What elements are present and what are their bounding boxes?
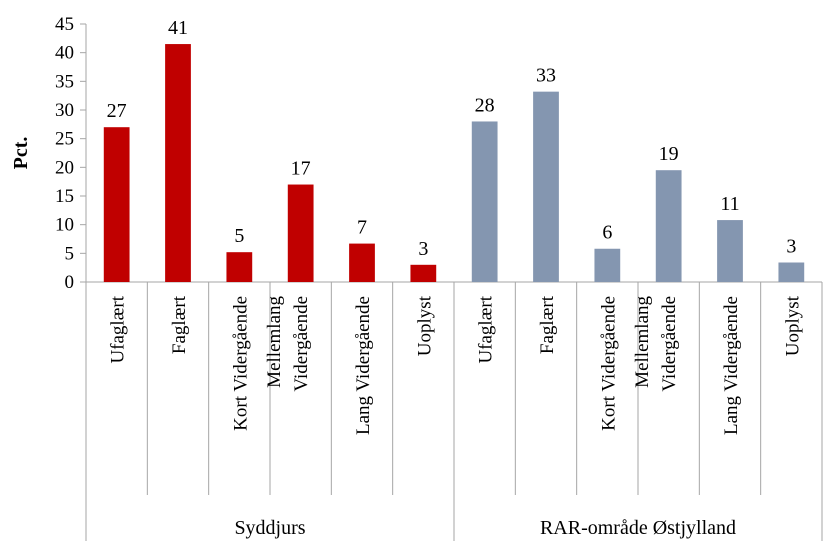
data-label: 3 [418,238,428,260]
data-label: 19 [659,143,679,165]
bar [717,220,743,282]
y-tick-label: 35 [55,71,74,92]
data-label: 5 [234,225,244,247]
bar [165,44,191,282]
bar [594,248,621,282]
data-label: 28 [475,94,495,116]
chart-bars [103,44,805,282]
bar [349,243,375,282]
data-label: 33 [536,65,556,87]
y-tick-label: 15 [55,186,74,207]
data-label: 41 [168,17,188,39]
x-tick-label: Lang Vidergående [721,296,742,435]
x-tick-label: Faglært [537,295,558,354]
bar [655,170,682,282]
x-tick-label: Ufaglært [108,295,129,363]
x-tick-label: Kort Vidergående [230,296,251,431]
bar [287,184,314,282]
x-tick-label: Faglært [169,295,190,354]
x-tick-label: Lang Vidergående [353,296,374,435]
chart-labels: 051015202530354045Pct.27Ufaglært41Faglær… [10,14,803,539]
x-tick-label: Mellemlang Vidergående [264,296,312,392]
data-label: 3 [786,236,796,258]
bar [410,264,437,282]
group-label: Syddjurs [234,517,305,539]
x-tick-label: Uoplyst [782,295,803,356]
x-tick-label: Uoplyst [414,295,435,356]
y-tick-label: 20 [55,157,74,178]
x-tick-label: Mellemlang Vidergående [632,296,680,392]
y-tick-label: 30 [55,100,74,121]
y-tick-label: 5 [65,243,75,264]
y-tick-label: 10 [55,215,74,236]
data-label: 17 [291,158,311,180]
chart-axes [80,23,823,541]
y-tick-label: 0 [65,272,75,293]
y-tick-label: 25 [55,129,74,150]
x-tick-label: Kort Vidergående [598,296,619,431]
bar [103,127,130,282]
group-label: RAR-område Østjylland [540,517,736,539]
y-tick-label: 40 [55,43,74,64]
data-label: 27 [107,100,127,122]
bar [533,91,559,282]
y-tick-label: 45 [55,14,74,35]
data-label: 6 [602,222,612,244]
data-label: 7 [357,217,367,239]
data-label: 11 [720,193,739,215]
x-tick-label: Ufaglært [476,295,497,363]
bar [778,262,805,282]
bar [226,252,253,282]
bar [471,121,498,282]
y-axis-title: Pct. [10,137,32,170]
